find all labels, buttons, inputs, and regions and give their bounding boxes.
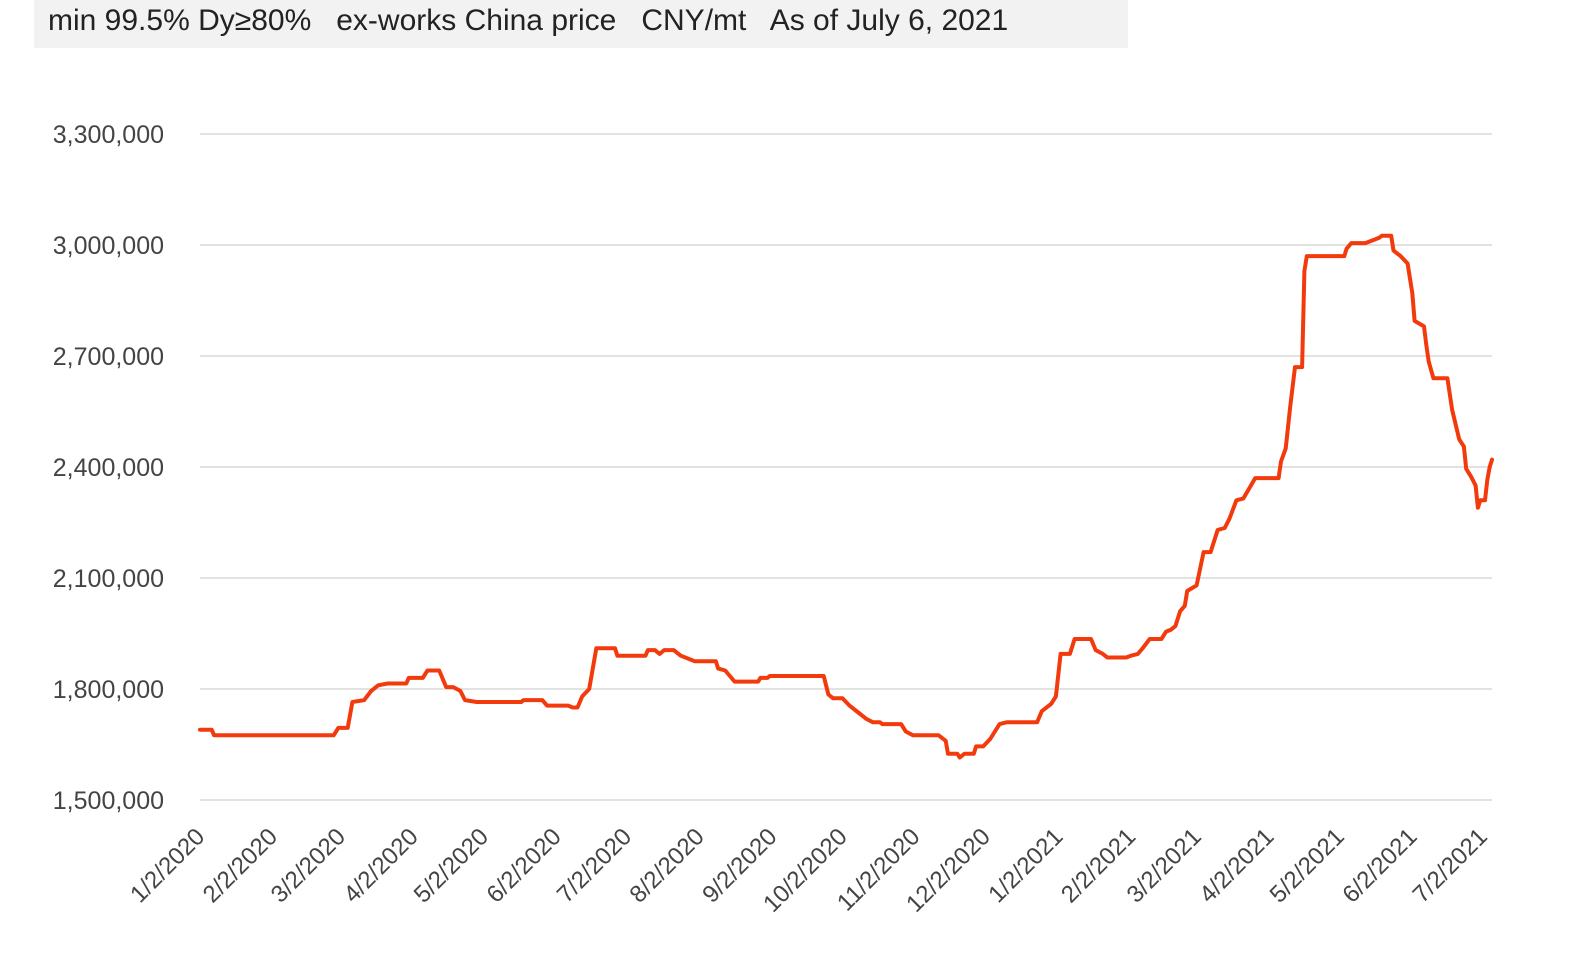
x-tick-label: 5/2/2020 — [409, 823, 494, 908]
x-tick-label: 6/2/2021 — [1337, 823, 1422, 908]
series-line — [198, 233, 1494, 760]
x-tick-label: 1/2/2020 — [125, 823, 210, 908]
gridlines — [200, 133, 1492, 801]
x-axis-tick-labels: 1/2/20202/2/20203/2/20204/2/20205/2/2020… — [125, 823, 1493, 918]
y-axis-tick-labels: 1,500,000 1,800,000 2,100,000 2,400,000 2,70… — [53, 121, 164, 815]
y-tick-label: 2,400,000 — [53, 454, 164, 482]
x-tick-label: 1/2/2021 — [983, 823, 1068, 908]
chart-subtitle: min 99.5% Dy≥80% ex-works China price CN… — [48, 4, 1009, 37]
x-tick-label: 7/2/2021 — [1408, 823, 1493, 908]
y-tick-label: 2,100,000 — [53, 565, 164, 593]
x-tick-label: 7/2/2020 — [552, 823, 637, 908]
x-tick-label: 6/2/2020 — [482, 823, 567, 908]
y-tick-label: 3,300,000 — [53, 121, 164, 149]
y-tick-label: 1,500,000 — [53, 787, 164, 815]
x-tick-label: 2/2/2020 — [198, 823, 283, 908]
x-tick-label: 4/2/2021 — [1194, 823, 1279, 908]
x-tick-label: 3/2/2020 — [266, 823, 351, 908]
chart-subtitle-bar: min 99.5% Dy≥80% ex-works China price CN… — [34, 0, 1128, 48]
y-tick-label: 1,800,000 — [53, 676, 164, 704]
y-tick-label: 3,000,000 — [53, 232, 164, 260]
y-tick-label: 2,700,000 — [53, 343, 164, 371]
x-tick-label: 5/2/2021 — [1265, 823, 1350, 908]
series-layer — [198, 233, 1494, 760]
x-tick-label: 4/2/2020 — [338, 823, 423, 908]
x-tick-label: 8/2/2020 — [625, 823, 710, 908]
